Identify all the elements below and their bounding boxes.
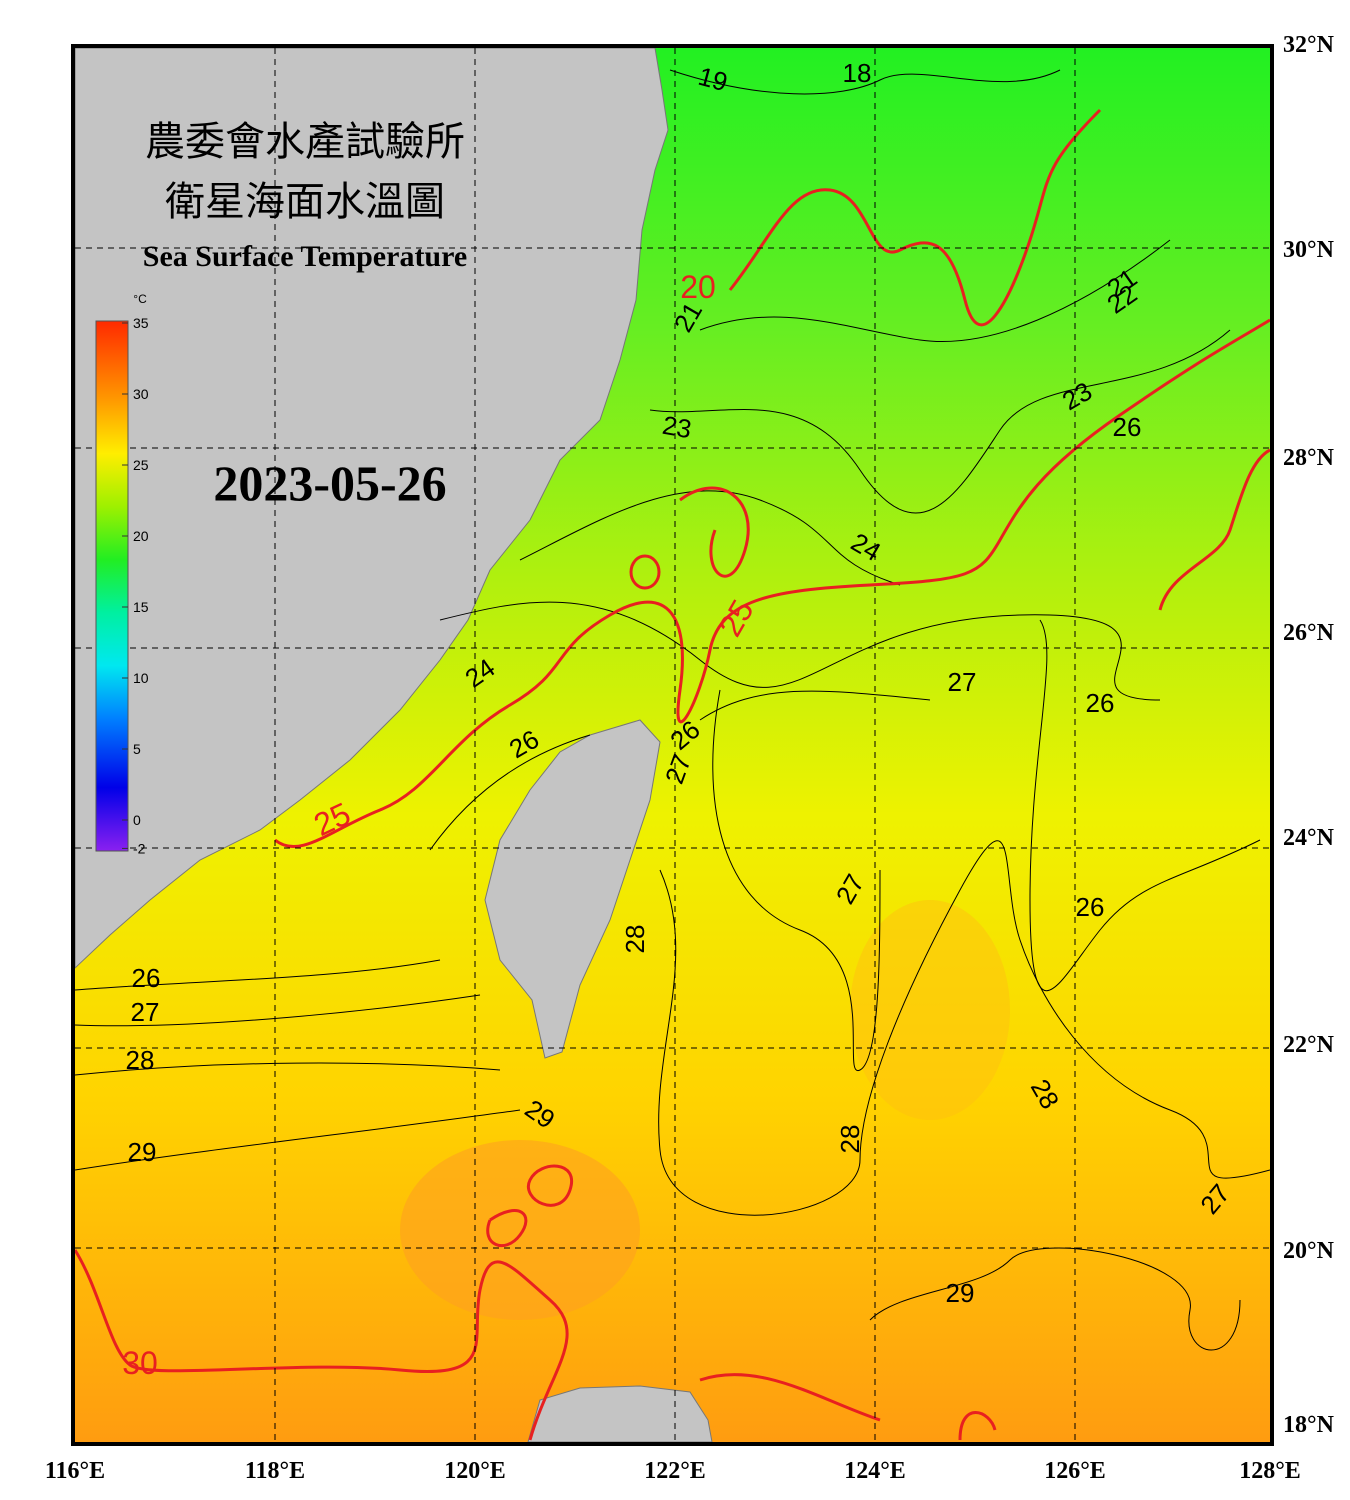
contour-label: 27 [131,997,160,1027]
lat-label: 28°N [1283,445,1335,471]
date: 2023-05-26 [213,455,446,511]
contour-label: 27 [948,667,977,697]
contour-label: 26 [1086,688,1115,718]
contour [712,689,881,1071]
colorbar-tick-label: 5 [133,741,141,757]
contour [439,601,1161,701]
lat-label: 32°N [1283,32,1335,58]
lon-label: 124°E [844,1458,906,1484]
colorbar-tick-label: 15 [133,599,149,615]
colorbar-tick-label: -2 [133,840,146,856]
contour [75,959,481,1027]
contour-label: 28 [126,1045,155,1075]
contour [649,329,1231,514]
contour-label: 28 [835,1125,865,1154]
lat-label: 26°N [1283,620,1335,646]
contour-label: 18 [843,58,872,88]
colorbar-tick-label: 25 [133,457,149,473]
lat-label: 22°N [1283,1032,1335,1058]
warm-patch [400,1140,640,1320]
colorbar-tick-label: 35 [133,315,149,331]
contour-label: 28 [620,925,650,954]
lon-label: 128°E [1239,1458,1301,1484]
lat-label: 30°N [1283,237,1335,263]
lon-label: 120°E [444,1458,506,1484]
contours [75,69,1270,1351]
title-zh: 衛星海面水溫圖 [165,179,445,224]
warm-patch [850,900,1010,1120]
lat-label: 24°N [1283,825,1335,851]
contour-label: 23 [660,410,694,445]
lat-label: 18°N [1283,1412,1335,1438]
contour-major [1158,448,1270,611]
contour-major [75,1249,569,1441]
mainland [75,48,669,969]
contour [1029,619,1261,992]
lon-label: 118°E [245,1458,305,1484]
colorbar [95,320,129,852]
contour-major [486,1164,574,1248]
contour [519,490,901,586]
contour-label: 29 [128,1137,157,1167]
contour-major [629,554,661,590]
contour [699,239,1171,342]
contours-major [75,108,1270,1441]
contour-label: 26 [1076,892,1105,922]
contour [669,69,1061,95]
colorbar-tick-label: 20 [133,528,149,544]
lon-label: 122°E [644,1458,706,1484]
taiwan [484,719,661,1059]
contour [869,1247,1241,1351]
contour [429,690,931,851]
title-en: Sea Surface Temperature [143,240,467,273]
colorbar-tick-label: 10 [133,670,149,686]
colorbar-unit: °C [133,292,147,306]
contour [658,840,1270,1216]
lon-label: 126°E [1044,1458,1106,1484]
contour-label: 26 [132,963,161,993]
contour-major [728,108,1102,327]
contour-major [679,486,750,578]
lat-label: 20°N [1283,1238,1335,1264]
contour-label: 26 [1113,412,1142,442]
contour-major [274,318,1270,849]
contour-major [699,1373,997,1441]
graticule [75,48,1270,1442]
title-zh: 農委會水產試驗所 [145,119,465,164]
contour-label: 29 [946,1278,975,1308]
contour [75,1062,521,1171]
contour-label: 30 [122,1345,158,1381]
contour-label: 20 [680,269,716,305]
colorbar-tick-label: 0 [133,812,141,828]
lon-label: 116°E [45,1458,105,1484]
colorbar-tick-label: 30 [133,386,149,402]
